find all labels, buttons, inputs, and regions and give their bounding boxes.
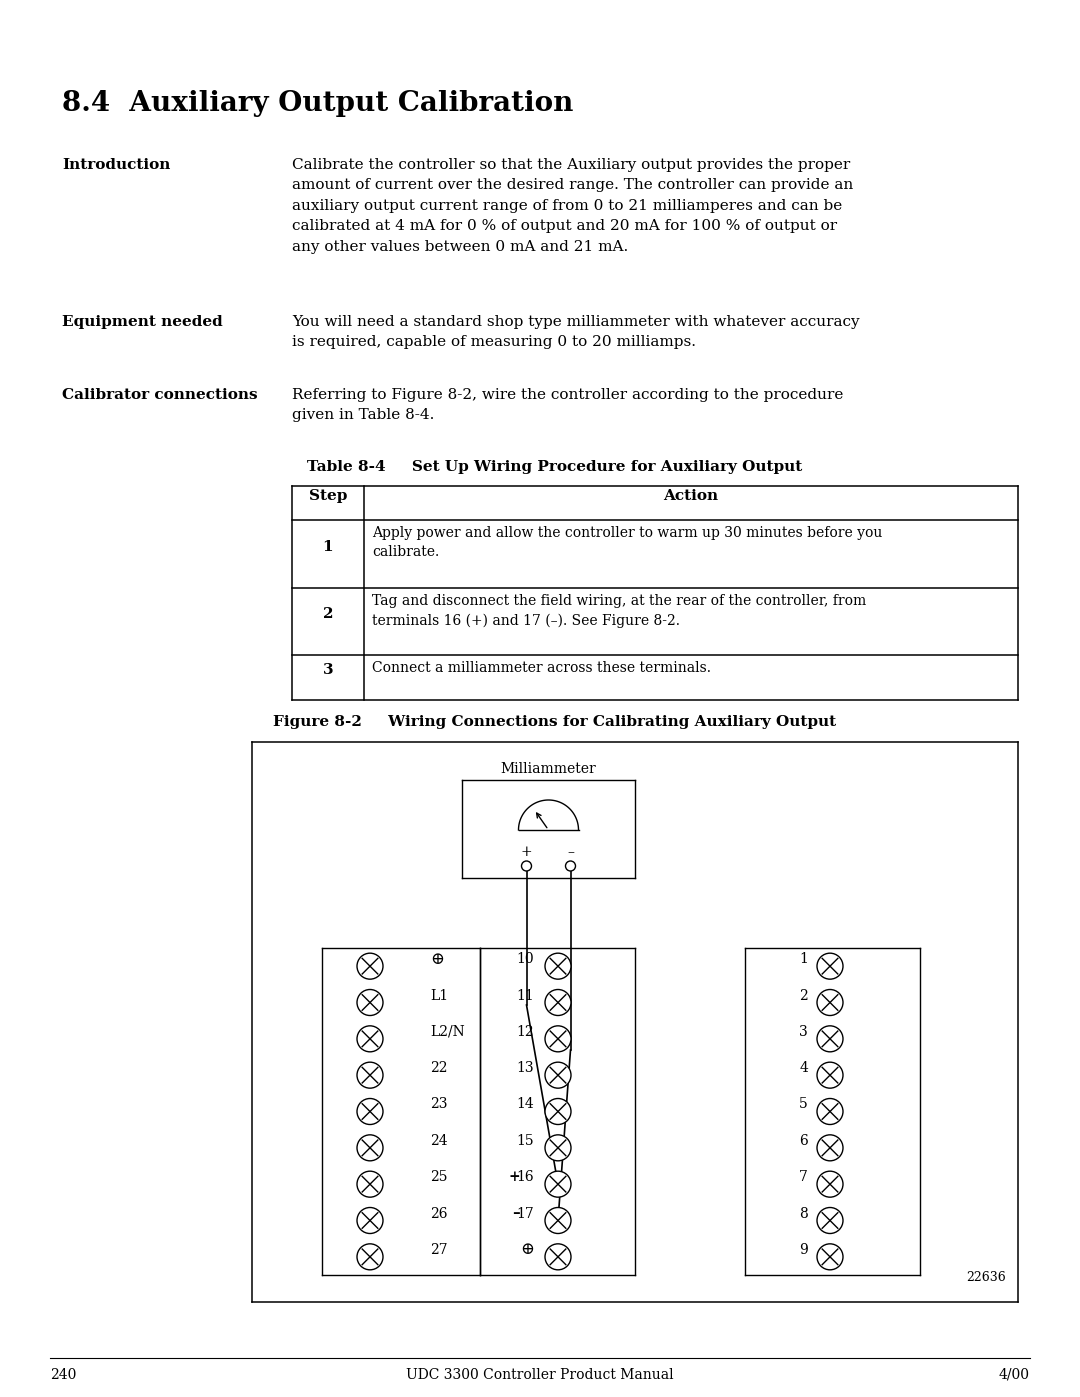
Text: 25: 25 (430, 1171, 447, 1185)
Text: 10: 10 (516, 953, 534, 967)
Circle shape (545, 1025, 571, 1052)
Text: 2: 2 (323, 608, 334, 622)
Text: 3: 3 (323, 664, 334, 678)
Text: 23: 23 (430, 1098, 447, 1112)
Text: L2/N: L2/N (430, 1025, 464, 1039)
Text: Table 8-4     Set Up Wiring Procedure for Auxiliary Output: Table 8-4 Set Up Wiring Procedure for Au… (308, 460, 802, 474)
Circle shape (816, 1098, 843, 1125)
Text: 1: 1 (799, 953, 808, 967)
Text: ⊕: ⊕ (521, 1242, 534, 1259)
Text: Referring to Figure 8-2, wire the controller according to the procedure
given in: Referring to Figure 8-2, wire the contro… (292, 388, 843, 422)
Text: 3: 3 (799, 1025, 808, 1039)
Circle shape (545, 1098, 571, 1125)
Text: 27: 27 (430, 1243, 447, 1257)
Circle shape (545, 1243, 571, 1270)
Circle shape (357, 1134, 383, 1161)
Text: 1: 1 (323, 541, 334, 555)
Text: You will need a standard shop type milliammeter with whatever accuracy
is requir: You will need a standard shop type milli… (292, 314, 860, 349)
Text: Introduction: Introduction (62, 158, 171, 172)
Circle shape (816, 1025, 843, 1052)
Text: Step: Step (309, 489, 347, 503)
Text: Tag and disconnect the field wiring, at the rear of the controller, from
termina: Tag and disconnect the field wiring, at … (372, 594, 866, 629)
Circle shape (816, 1207, 843, 1234)
Circle shape (357, 1062, 383, 1088)
Circle shape (545, 989, 571, 1016)
Text: –: – (512, 1207, 519, 1221)
Text: 4: 4 (799, 1062, 808, 1076)
Text: Apply power and allow the controller to warm up 30 minutes before you
calibrate.: Apply power and allow the controller to … (372, 527, 882, 560)
Text: Calibrate the controller so that the Auxiliary output provides the proper
amount: Calibrate the controller so that the Aux… (292, 158, 853, 253)
Text: 12: 12 (516, 1025, 534, 1039)
Text: 26: 26 (430, 1207, 447, 1221)
Circle shape (357, 1098, 383, 1125)
Text: 22: 22 (430, 1062, 447, 1076)
Circle shape (357, 1207, 383, 1234)
Text: ⊕: ⊕ (430, 951, 444, 968)
Circle shape (566, 861, 576, 870)
Circle shape (545, 1062, 571, 1088)
Circle shape (545, 1171, 571, 1197)
Text: 6: 6 (799, 1134, 808, 1148)
Text: L1: L1 (430, 989, 448, 1003)
Text: 17: 17 (516, 1207, 534, 1221)
Text: 8: 8 (799, 1207, 808, 1221)
Text: Action: Action (663, 489, 718, 503)
Circle shape (816, 953, 843, 979)
Circle shape (816, 989, 843, 1016)
Text: +: + (521, 845, 532, 859)
Circle shape (357, 1171, 383, 1197)
Circle shape (816, 1134, 843, 1161)
Text: +: + (509, 1171, 519, 1185)
Text: 7: 7 (799, 1171, 808, 1185)
Text: 8.4  Auxiliary Output Calibration: 8.4 Auxiliary Output Calibration (62, 89, 573, 117)
Circle shape (545, 953, 571, 979)
Circle shape (816, 1062, 843, 1088)
Circle shape (816, 1243, 843, 1270)
Circle shape (357, 1243, 383, 1270)
Text: 2: 2 (799, 989, 808, 1003)
Text: Milliammeter: Milliammeter (500, 761, 596, 775)
Circle shape (357, 989, 383, 1016)
Text: 15: 15 (516, 1134, 534, 1148)
Circle shape (545, 1134, 571, 1161)
Text: 5: 5 (799, 1098, 808, 1112)
Circle shape (357, 1025, 383, 1052)
Text: 240: 240 (50, 1368, 77, 1382)
Text: –: – (567, 845, 573, 859)
Circle shape (816, 1171, 843, 1197)
Text: 14: 14 (516, 1098, 534, 1112)
Text: 9: 9 (799, 1243, 808, 1257)
Circle shape (522, 861, 531, 870)
Text: 22636: 22636 (967, 1271, 1005, 1284)
Text: Equipment needed: Equipment needed (62, 314, 222, 330)
Text: UDC 3300 Controller Product Manual: UDC 3300 Controller Product Manual (406, 1368, 674, 1382)
Text: 11: 11 (516, 989, 534, 1003)
Text: 24: 24 (430, 1134, 447, 1148)
Circle shape (545, 1207, 571, 1234)
Text: Calibrator connections: Calibrator connections (62, 388, 258, 402)
Circle shape (357, 953, 383, 979)
Text: 13: 13 (516, 1062, 534, 1076)
Text: 4/00: 4/00 (999, 1368, 1030, 1382)
Text: Figure 8-2     Wiring Connections for Calibrating Auxiliary Output: Figure 8-2 Wiring Connections for Calibr… (273, 715, 837, 729)
Text: Connect a milliammeter across these terminals.: Connect a milliammeter across these term… (372, 661, 711, 675)
Text: 16: 16 (516, 1171, 534, 1185)
